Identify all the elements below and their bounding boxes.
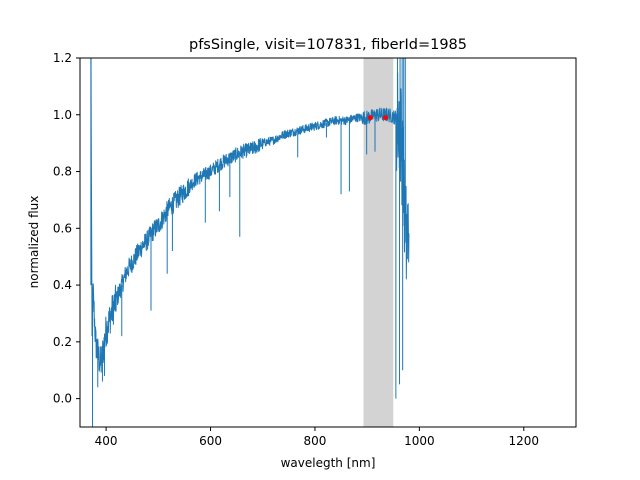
axes-frame bbox=[79, 57, 577, 428]
y-tick-label: 1.0 bbox=[53, 108, 72, 122]
chart-title: pfsSingle, visit=107831, fiberId=1985 bbox=[189, 37, 467, 53]
x-tick-label: 800 bbox=[303, 434, 326, 448]
plot-content bbox=[90, 58, 410, 427]
y-tick-label: 0.8 bbox=[53, 165, 72, 179]
y-tick-label: 1.2 bbox=[53, 51, 72, 65]
y-tick-label: 0.6 bbox=[53, 221, 72, 235]
x-tick-label: 600 bbox=[199, 434, 222, 448]
y-tick-label: 0.2 bbox=[53, 335, 72, 349]
x-tick-label: 1000 bbox=[404, 434, 435, 448]
x-tick-label: 400 bbox=[95, 434, 118, 448]
y-axis-label: normalized flux bbox=[27, 196, 41, 289]
x-axis: 400 600 800 1000 1200 bbox=[95, 427, 539, 448]
x-tick-label: 1200 bbox=[509, 434, 540, 448]
marker-point bbox=[382, 115, 388, 121]
marker-point bbox=[367, 115, 373, 121]
y-tick-label: 0.4 bbox=[53, 278, 72, 292]
y-tick-label: 0.0 bbox=[53, 392, 72, 406]
spectrum-line bbox=[90, 58, 410, 373]
x-axis-label: wavelegth [nm] bbox=[281, 456, 376, 470]
y-axis: 0.0 0.2 0.4 0.6 0.8 1.0 1.2 bbox=[53, 51, 80, 406]
plot-area bbox=[90, 58, 410, 427]
